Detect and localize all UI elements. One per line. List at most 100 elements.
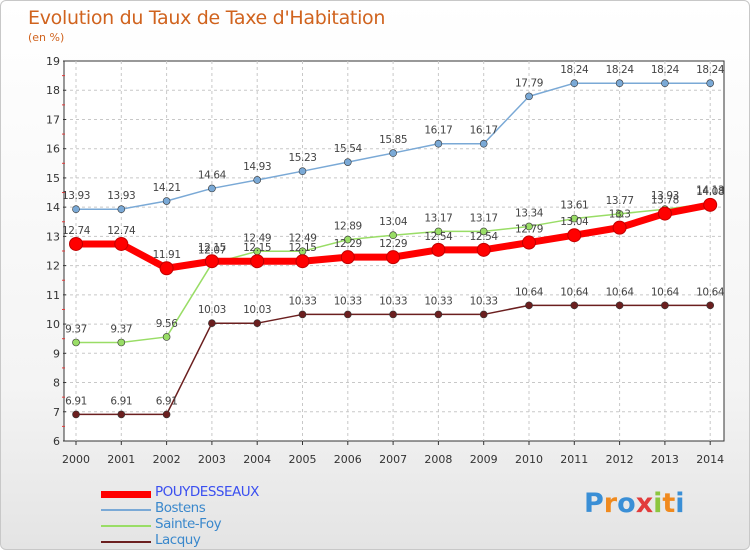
data-point-pouydesseaux (386, 250, 401, 265)
data-label: 15.54 (334, 143, 363, 155)
x-tick-label: 2009 (470, 453, 498, 466)
x-tick-label: 2012 (606, 453, 634, 466)
data-label: 13.17 (470, 212, 498, 224)
y-tick-label: 15 (46, 172, 60, 185)
data-point-sainte-foy (389, 231, 397, 240)
legend-swatch (101, 541, 151, 543)
legend-swatch (101, 525, 151, 527)
data-label: 13.78 (651, 195, 679, 207)
data-label: 12.54 (470, 231, 499, 243)
data-label: 10.33 (288, 295, 316, 307)
y-tick-label: 9 (53, 347, 60, 360)
data-label: 13.17 (424, 212, 452, 224)
y-tick-label: 10 (46, 318, 60, 331)
data-label: 16.17 (470, 125, 498, 137)
logo-letter: i (675, 488, 685, 519)
data-label: 14.13 (696, 184, 724, 196)
data-point-sainte-foy (72, 338, 80, 347)
data-label: 12.89 (334, 221, 362, 233)
data-label: 12.79 (515, 224, 543, 236)
data-point-lacquy (525, 301, 533, 310)
data-point-pouydesseaux (159, 261, 174, 276)
data-point-lacquy (706, 301, 715, 310)
data-label: 10.64 (696, 286, 725, 298)
data-point-bostens (706, 79, 715, 88)
data-label: 6.91 (110, 395, 132, 407)
data-label: 6.91 (65, 395, 87, 407)
data-point-pouydesseaux (476, 242, 491, 257)
x-tick-label: 2004 (243, 453, 271, 466)
data-label: 13.61 (560, 200, 588, 212)
x-tick-label: 2002 (153, 453, 181, 466)
y-tick-label: 17 (46, 113, 60, 126)
data-label: 14.21 (153, 182, 181, 194)
legend-swatch (101, 509, 151, 511)
data-point-lacquy (253, 319, 262, 328)
y-tick-label: 7 (53, 406, 60, 419)
data-label: 11.91 (153, 249, 181, 261)
data-label: 15.23 (288, 152, 316, 164)
data-point-pouydesseaux (69, 236, 83, 251)
data-point-bostens (343, 158, 352, 166)
data-label: 9.56 (156, 318, 178, 330)
legend-label: Bostens (155, 500, 206, 516)
proxiti-logo: Proxiti (584, 488, 685, 519)
data-point-pouydesseaux (703, 197, 718, 212)
y-tick-label: 16 (46, 143, 60, 156)
data-point-bostens (162, 197, 171, 205)
legend-label: Sainte-Foy (155, 516, 222, 532)
chart-title: Evolution du Taux de Taxe d'Habitation (28, 7, 386, 29)
y-tick-label: 11 (46, 289, 60, 302)
legend-swatch (101, 491, 151, 498)
data-label: 12.15 (288, 242, 316, 254)
logo-letter: x (635, 488, 654, 519)
data-label: 13.3 (609, 209, 631, 221)
data-label: 18.24 (606, 64, 635, 76)
data-label: 10.64 (515, 286, 544, 298)
data-point-sainte-foy (615, 210, 624, 218)
data-label: 9.37 (110, 323, 132, 335)
x-tick-label: 2001 (107, 453, 135, 466)
y-tick-label: 6 (53, 435, 60, 448)
logo-letter: i (653, 488, 663, 519)
data-label: 18.24 (696, 64, 725, 76)
data-label: 10.33 (424, 295, 452, 307)
data-point-sainte-foy (117, 338, 126, 347)
data-label: 14.93 (243, 161, 271, 173)
data-label: 15.85 (379, 134, 407, 146)
legend-label: POUYDESSEAUX (155, 484, 259, 500)
data-label: 13.93 (107, 190, 135, 202)
data-point-bostens (253, 176, 262, 184)
data-point-bostens (661, 79, 669, 88)
data-point-bostens (570, 79, 579, 88)
data-point-pouydesseaux (522, 235, 536, 250)
data-point-bostens (208, 184, 216, 193)
logo-letter: r (603, 488, 618, 519)
data-point-lacquy (389, 310, 397, 319)
data-point-lacquy (343, 310, 352, 319)
y-tick-label: 18 (46, 84, 60, 97)
data-point-bostens (479, 139, 488, 148)
y-tick-label: 8 (53, 377, 60, 390)
data-label: 14.64 (198, 169, 227, 181)
logo-letter: t (662, 488, 676, 519)
legend-label: Lacquy (155, 532, 201, 548)
x-tick-label: 2013 (651, 453, 679, 466)
x-tick-label: 2007 (379, 453, 407, 466)
data-point-pouydesseaux (431, 242, 446, 257)
data-label: 10.33 (379, 295, 407, 307)
data-label: 13.93 (651, 190, 679, 202)
data-label: 12.15 (198, 242, 226, 254)
data-label: 13.93 (62, 190, 90, 202)
data-point-bostens (117, 205, 126, 213)
data-point-lacquy (570, 301, 579, 310)
x-tick-label: 2011 (560, 453, 588, 466)
data-point-pouydesseaux (204, 254, 219, 269)
data-point-lacquy (479, 310, 488, 319)
data-point-bostens (525, 92, 533, 101)
y-tick-label: 19 (46, 55, 60, 68)
data-label: 16.17 (424, 125, 452, 137)
data-label: 18.24 (560, 64, 589, 76)
data-label: 10.03 (198, 304, 226, 316)
y-tick-label: 13 (46, 230, 60, 243)
